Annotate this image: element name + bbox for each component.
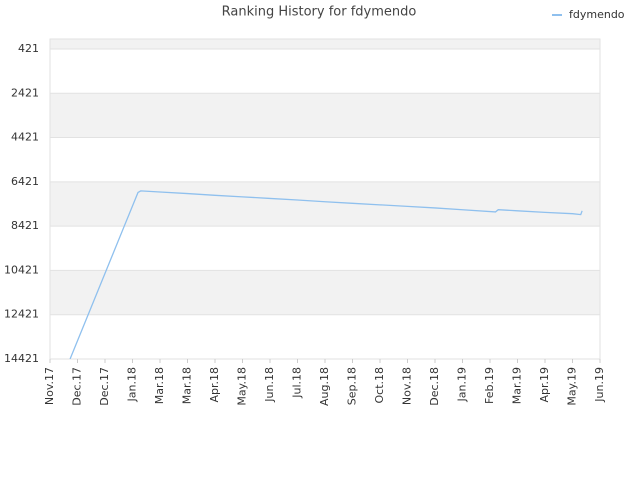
- x-tick-label: Oct.18: [373, 367, 386, 404]
- x-tick-label: May.18: [236, 367, 249, 406]
- x-tick-label: Jan.18: [126, 367, 139, 402]
- plot-band: [50, 48, 600, 94]
- series-line: [69, 190, 583, 359]
- x-tick-label: Dec.17: [98, 367, 111, 406]
- x-tick-label: Apr.18: [208, 367, 221, 403]
- plot-band: [50, 137, 600, 182]
- y-tick-label: 12421: [4, 308, 39, 321]
- y-tick-label: 8421: [11, 219, 39, 232]
- plot-band: [50, 314, 600, 359]
- x-tick-label: May.19: [566, 367, 579, 406]
- x-tick-label: Nov.17: [43, 367, 56, 405]
- x-tick-label: Jul.18: [291, 367, 304, 399]
- x-tick-label: Mar.19: [511, 367, 524, 404]
- plot-band: [50, 181, 600, 227]
- x-tick-label: Jun.18: [263, 367, 276, 403]
- chart-title: Ranking History for fdymendo: [222, 5, 417, 20]
- plot-band: [50, 93, 600, 138]
- x-tick-label: Dec.18: [428, 367, 441, 406]
- x-tick-label: Jan.19: [456, 367, 469, 402]
- legend-label: fdymendo: [569, 8, 625, 21]
- x-tick-label: Mar.18: [181, 367, 194, 404]
- plot-band: [50, 39, 600, 49]
- x-tick-label: Nov.18: [401, 367, 414, 405]
- x-tick-label: Mar.18: [153, 367, 166, 404]
- plot-band: [50, 270, 600, 315]
- x-tick-label: Jun.19: [593, 367, 606, 403]
- y-tick-label: 421: [18, 42, 39, 55]
- plot-band: [50, 226, 600, 271]
- x-tick-label: Aug.18: [318, 367, 331, 406]
- x-tick-label: Sep.18: [346, 367, 359, 405]
- y-tick-label: 2421: [11, 86, 39, 99]
- y-tick-label: 4421: [11, 131, 39, 144]
- x-tick-label: Feb.19: [483, 367, 496, 404]
- x-tick-label: Apr.19: [538, 367, 551, 403]
- y-tick-label: 10421: [4, 263, 39, 276]
- y-tick-label: 6421: [11, 175, 39, 188]
- y-tick-label: 14421: [4, 352, 39, 365]
- x-tick-label: Dec.17: [71, 367, 84, 406]
